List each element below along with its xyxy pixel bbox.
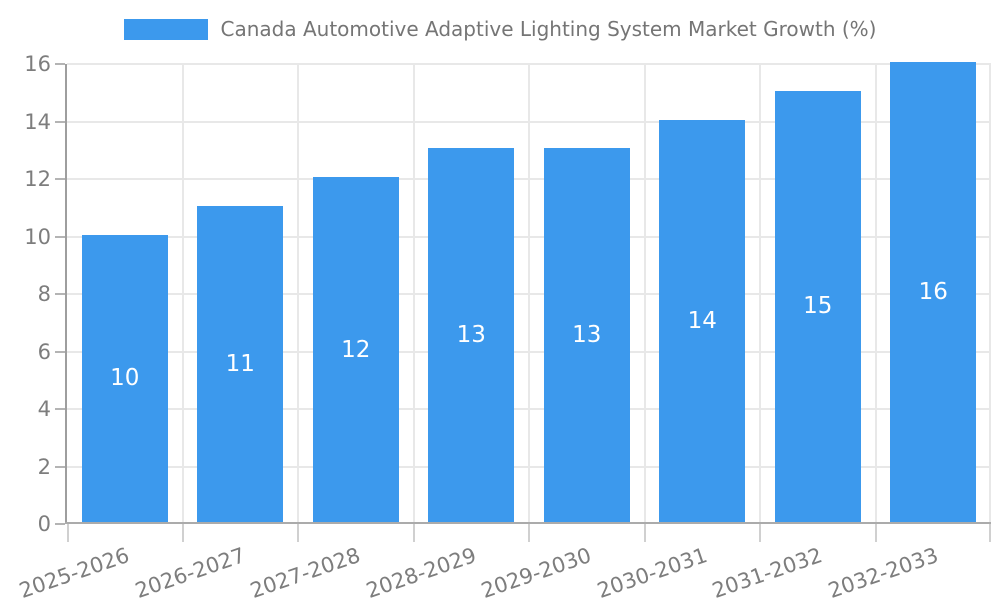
chart-legend[interactable]: Canada Automotive Adaptive Lighting Syst…	[0, 16, 1000, 42]
y-tick	[55, 408, 65, 410]
x-axis-line	[65, 522, 991, 524]
x-tick-label: 2025-2026	[16, 543, 133, 600]
bar-value-label: 16	[918, 279, 948, 305]
x-tick	[989, 524, 991, 542]
bar: 16	[890, 62, 977, 522]
x-gridline	[644, 64, 646, 524]
x-tick	[297, 524, 299, 542]
y-tick-label: 4	[37, 397, 51, 421]
x-tick	[875, 524, 877, 542]
y-tick	[55, 350, 65, 353]
y-axis-line	[65, 64, 67, 524]
bar-value-label: 13	[456, 322, 486, 349]
bar-value-label: 15	[803, 293, 833, 320]
y-tick	[55, 293, 65, 295]
x-gridline	[182, 64, 184, 524]
x-tick-label: 2028-2029	[363, 543, 480, 600]
x-gridline	[297, 64, 299, 524]
x-gridline	[759, 64, 761, 524]
legend-swatch	[123, 18, 208, 40]
bar-value-label: 13	[572, 322, 602, 349]
legend-label: Canada Automotive Adaptive Lighting Syst…	[220, 17, 877, 41]
bar: 13	[428, 148, 515, 522]
x-gridline	[413, 64, 415, 524]
x-tick-label: 2032-2033	[825, 543, 942, 600]
x-tick-label: 2031-2032	[709, 543, 826, 600]
x-gridline	[528, 64, 530, 524]
y-tick-label: 10	[24, 224, 51, 249]
y-tick-label: 8	[37, 282, 51, 306]
x-tick	[67, 524, 69, 542]
bar: 12	[312, 177, 399, 522]
y-tick-label: 12	[24, 167, 51, 191]
y-tick	[55, 465, 65, 468]
bar: 10	[81, 234, 168, 522]
x-tick	[759, 524, 761, 542]
y-tick	[55, 523, 65, 525]
bar-value-label: 14	[687, 307, 717, 334]
x-tick-label: 2027-2028	[247, 543, 364, 600]
y-tick-label: 0	[37, 512, 51, 536]
plot-area: 0 2 4 6 8 10 12 14 16 10 11 12 13 13 14 15 16 2025-2026 20…	[17, 53, 991, 600]
x-tick	[413, 524, 415, 542]
x-tick-label: 2026-2027	[132, 543, 249, 600]
x-gridline	[875, 64, 877, 524]
bar-value-label: 12	[341, 336, 371, 363]
y-tick	[55, 120, 65, 123]
x-gridline	[989, 64, 991, 524]
y-tick-label: 2	[37, 454, 51, 479]
y-tick-label: 14	[24, 109, 51, 134]
y-tick	[55, 63, 65, 65]
x-tick	[644, 524, 646, 542]
bar-value-label: 11	[225, 350, 255, 377]
x-tick	[182, 524, 184, 542]
x-tick-label: 2030-2031	[594, 543, 711, 600]
bar: 15	[774, 90, 861, 522]
y-tick	[55, 235, 65, 238]
y-tick-label: 6	[37, 339, 51, 364]
x-tick-label: 2029-2030	[478, 543, 595, 600]
x-tick	[528, 524, 530, 542]
y-tick-label: 16	[24, 52, 51, 76]
bar: 14	[659, 119, 746, 522]
bar: 11	[197, 205, 284, 522]
bar: 13	[543, 148, 630, 522]
y-tick	[55, 178, 65, 180]
bar-value-label: 10	[110, 365, 140, 392]
